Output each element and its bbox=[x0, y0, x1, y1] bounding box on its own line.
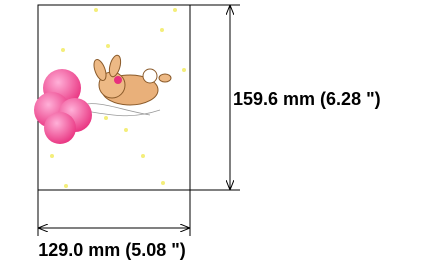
width-dimension bbox=[38, 190, 190, 236]
page: {"dimensions": {"height": "159.6 mm (6.2… bbox=[0, 0, 441, 269]
height-label: 159.6 mm (6.28 ") bbox=[233, 89, 381, 109]
width-label: 129.0 mm (5.08 ") bbox=[38, 240, 186, 260]
diagram: 159.6 mm (6.28 ") 129.0 mm (5.08 ") bbox=[0, 0, 441, 269]
